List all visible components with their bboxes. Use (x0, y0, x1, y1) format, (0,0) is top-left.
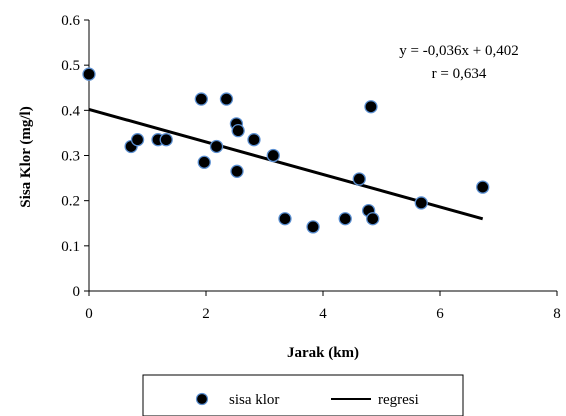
data-point (352, 172, 366, 186)
y-tick-label: 0.2 (61, 194, 80, 210)
y-tick-label: 0 (73, 284, 81, 300)
x-tick-label: 4 (319, 306, 327, 322)
x-tick-label: 2 (202, 306, 210, 322)
x-tick-label: 6 (436, 306, 444, 322)
data-point (266, 148, 280, 163)
y-tick-label: 0.5 (61, 58, 80, 74)
regression-equation: y = -0,036x + 0,402 (399, 43, 518, 59)
legend-marker-sisa-klor (195, 392, 209, 406)
data-point (364, 100, 378, 114)
x-tick-label: 0 (85, 306, 93, 322)
legend-label-sisa-klor: sisa klor (229, 392, 279, 408)
data-point (306, 220, 320, 234)
data-point (278, 212, 292, 226)
data-point (230, 164, 244, 178)
x-axis-title: Jarak (km) (287, 345, 359, 361)
y-tick-label: 0.6 (61, 13, 80, 29)
y-tick-label: 0.1 (61, 239, 80, 255)
data-point (476, 180, 490, 194)
data-point (231, 124, 245, 138)
data-point (247, 133, 261, 147)
data-point (219, 92, 234, 106)
legend-box (142, 374, 464, 416)
data-point (82, 67, 96, 81)
legend-label-regresi: regresi (378, 392, 419, 408)
data-point (338, 212, 352, 226)
data-point (209, 139, 224, 154)
y-tick-label: 0.3 (61, 149, 80, 165)
plot-area: 0 0.1 0.2 0.3 0.4 0.5 0.6 0 2 4 6 8 (61, 13, 561, 322)
data-point (194, 92, 208, 106)
y-tick-label: 0.4 (61, 103, 80, 119)
legend: sisa klor regresi (142, 374, 464, 416)
correlation-coefficient: r = 0,634 (432, 66, 487, 82)
data-point (414, 196, 428, 210)
y-axis-title: Sisa Klor (mg/l) (18, 106, 34, 207)
data-point (197, 155, 211, 169)
data-point (366, 212, 380, 226)
data-point (130, 133, 145, 147)
data-point (159, 133, 173, 147)
x-tick-label: 8 (553, 306, 561, 322)
